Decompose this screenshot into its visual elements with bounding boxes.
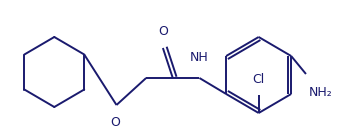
Text: Cl: Cl <box>252 73 265 86</box>
Text: O: O <box>158 25 168 38</box>
Text: O: O <box>111 116 120 129</box>
Text: NH: NH <box>190 51 209 64</box>
Text: NH₂: NH₂ <box>309 86 333 99</box>
